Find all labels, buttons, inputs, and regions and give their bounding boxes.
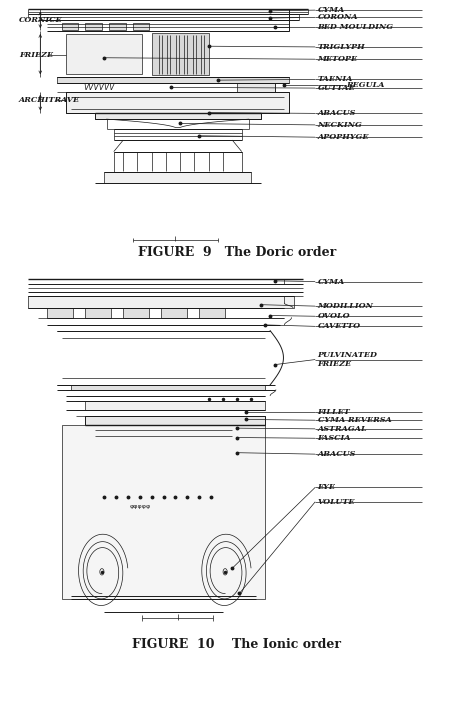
Text: TAENIA: TAENIA [318,75,353,84]
Bar [95,113,261,119]
Text: CYMA REVERSA: CYMA REVERSA [318,416,392,425]
Text: ABACUS: ABACUS [318,109,356,118]
Bar [66,34,142,74]
Text: CYMA: CYMA [318,277,345,286]
Bar [123,308,149,318]
Bar [85,23,102,30]
Text: ARCHITRAVE: ARCHITRAVE [19,95,80,104]
Text: φφφφφ: φφφφφ [129,504,150,508]
Text: FIGURE  10    The Ionic order: FIGURE 10 The Ionic order [133,638,341,651]
Text: FASCIA: FASCIA [318,434,351,443]
Text: CORONA: CORONA [318,13,358,22]
Bar [161,308,187,318]
Text: VVVVVV: VVVVVV [83,83,114,92]
Text: PULVINATED
FRIEZE: PULVINATED FRIEZE [318,351,378,368]
Text: REGULA: REGULA [346,81,384,90]
Text: ABACUS: ABACUS [318,450,356,458]
Bar [57,77,289,83]
Bar [85,308,111,318]
Text: FRIEZE: FRIEZE [19,51,53,59]
Bar [47,308,73,318]
Bar [85,416,265,425]
Text: METOPE: METOPE [318,55,358,64]
Bar [133,23,149,30]
Bar [28,296,294,308]
Text: FILLET: FILLET [318,407,350,416]
Bar [237,83,275,92]
Text: NECKING: NECKING [318,121,363,129]
Bar [62,425,265,599]
Text: BED MOULDING: BED MOULDING [318,22,394,31]
Text: VOLUTE: VOLUTE [318,497,355,506]
Text: CORNICE: CORNICE [19,16,63,25]
Bar [109,23,126,30]
Bar [199,308,225,318]
Text: EYE: EYE [318,483,336,492]
Bar [62,23,78,30]
Text: APOPHYGE: APOPHYGE [318,133,369,142]
Text: MODILLION: MODILLION [318,302,374,310]
Bar [66,92,289,113]
Text: CYMA: CYMA [318,6,345,14]
Bar [104,172,251,183]
Text: GUTTAE: GUTTAE [318,84,355,92]
Text: OVOLO: OVOLO [318,312,350,321]
Bar [85,401,265,410]
Text: CAVETTO: CAVETTO [318,322,361,331]
Text: TRIGLYPH: TRIGLYPH [318,43,365,51]
Bar [152,33,209,75]
Text: FIGURE  9   The Doric order: FIGURE 9 The Doric order [138,246,336,259]
Text: ASTRAGAL: ASTRAGAL [318,425,367,433]
Bar [71,385,265,390]
